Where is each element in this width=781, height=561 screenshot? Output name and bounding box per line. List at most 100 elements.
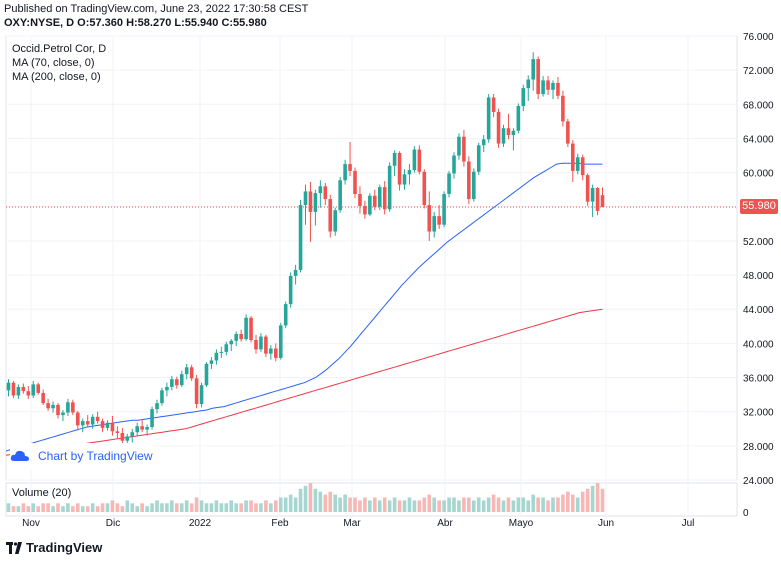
volume-bar: [269, 503, 273, 512]
volume-bar: [239, 503, 243, 512]
candle-body: [397, 152, 402, 185]
ma70-line: [5, 162, 603, 452]
volume-bar: [551, 497, 555, 512]
y-tick-label: 68.000: [743, 100, 774, 111]
candle-body: [11, 382, 16, 396]
candle-body: [407, 170, 412, 175]
candle-body: [209, 360, 214, 364]
volume-bar: [259, 503, 263, 512]
volume-bar: [219, 503, 224, 512]
chart-by-tradingview-link[interactable]: Chart by TradingView: [10, 443, 153, 469]
candle-body: [521, 88, 526, 107]
candle-body: [590, 187, 595, 202]
volume-bar: [254, 503, 258, 512]
volume-bar: [199, 500, 204, 512]
ma200-legend[interactable]: MA (200, close, 0): [12, 71, 101, 83]
candle-body: [580, 157, 585, 176]
candle-body: [95, 416, 100, 422]
volume-bar: [585, 488, 590, 512]
candle-body: [343, 164, 347, 181]
volume-bar: [486, 497, 491, 512]
volume-bar: [76, 503, 80, 512]
candle-body: [130, 432, 135, 437]
volume-bar: [343, 494, 347, 512]
volume-bar: [566, 491, 570, 512]
candle-body: [516, 106, 521, 131]
candle-body: [244, 317, 248, 340]
volume-bar: [6, 503, 11, 512]
volume-bar: [506, 497, 511, 512]
volume-bar: [155, 500, 159, 512]
candle-body: [239, 333, 243, 340]
candle-body: [561, 95, 565, 122]
volume-bar: [184, 500, 189, 512]
volume-bar: [472, 500, 476, 512]
candle-body: [501, 128, 506, 144]
y-tick-label: 32.000: [743, 408, 774, 419]
volume-bar: [209, 503, 214, 512]
ma200-line: [5, 308, 603, 456]
tradingview-logo[interactable]: TradingView: [6, 540, 102, 555]
candle-body: [328, 199, 333, 232]
candle-body: [575, 157, 580, 171]
volume-bar: [95, 506, 100, 512]
volume-bar: [333, 494, 337, 512]
volume-bar: [363, 497, 367, 512]
volume-bar: [125, 500, 130, 512]
candle-body: [546, 80, 550, 90]
cloud-icon: [10, 450, 30, 461]
candle-body: [234, 333, 238, 341]
volume-bar: [293, 497, 298, 512]
volume-bar: [541, 497, 545, 512]
volume-bar: [501, 500, 506, 512]
candle-body: [402, 174, 407, 185]
candle-body: [120, 433, 125, 441]
candle-body: [110, 422, 115, 432]
candle-body: [472, 171, 476, 200]
volume-bar: [303, 485, 308, 512]
candle-body: [595, 187, 600, 212]
volume-bar: [90, 503, 95, 512]
candle-body: [368, 195, 372, 215]
volume-bar: [467, 497, 471, 512]
volume-bar: [348, 497, 352, 512]
x-tick-label: Mayo: [509, 518, 534, 529]
volume-bar: [437, 500, 441, 512]
y-tick-label: 24.000: [743, 476, 774, 487]
candle-body: [373, 195, 377, 207]
volume-bar: [328, 491, 333, 512]
volume-bar: [189, 503, 194, 512]
candle-body: [536, 59, 540, 95]
volume-bar: [595, 483, 600, 512]
candle-body: [447, 173, 451, 194]
volume-bar: [278, 497, 283, 512]
volume-bar: [105, 503, 110, 512]
quote-summary: OXY:NYSE, D O:57.360 H:58.270 L:55.940 C…: [4, 17, 267, 29]
y-tick-label: 64.000: [743, 134, 774, 145]
candle-body: [51, 404, 55, 409]
ma70-legend[interactable]: MA (70, close, 0): [12, 57, 95, 69]
volume-bar: [511, 500, 516, 512]
volume-bar: [377, 500, 382, 512]
volume-bar: [402, 500, 407, 512]
volume-bar: [298, 488, 303, 512]
candle-body: [298, 205, 303, 270]
volume-bar: [546, 500, 550, 512]
volume-bar: [115, 503, 120, 512]
candle-body: [199, 385, 204, 405]
candle-body: [318, 186, 323, 194]
volume-legend[interactable]: Volume (20): [12, 487, 72, 499]
candle-body: [90, 416, 95, 425]
volume-bar: [283, 497, 288, 512]
candle-body: [249, 317, 253, 340]
volume-bar: [51, 506, 55, 512]
x-tick-label: Dic: [106, 518, 120, 529]
candle-body: [71, 402, 75, 413]
volume-bar: [165, 503, 169, 512]
volume-bar: [194, 497, 199, 512]
volume-bar: [31, 503, 36, 512]
candle-body: [585, 175, 590, 202]
symbol-legend[interactable]: Occid.Petrol Cor, D: [12, 43, 107, 55]
